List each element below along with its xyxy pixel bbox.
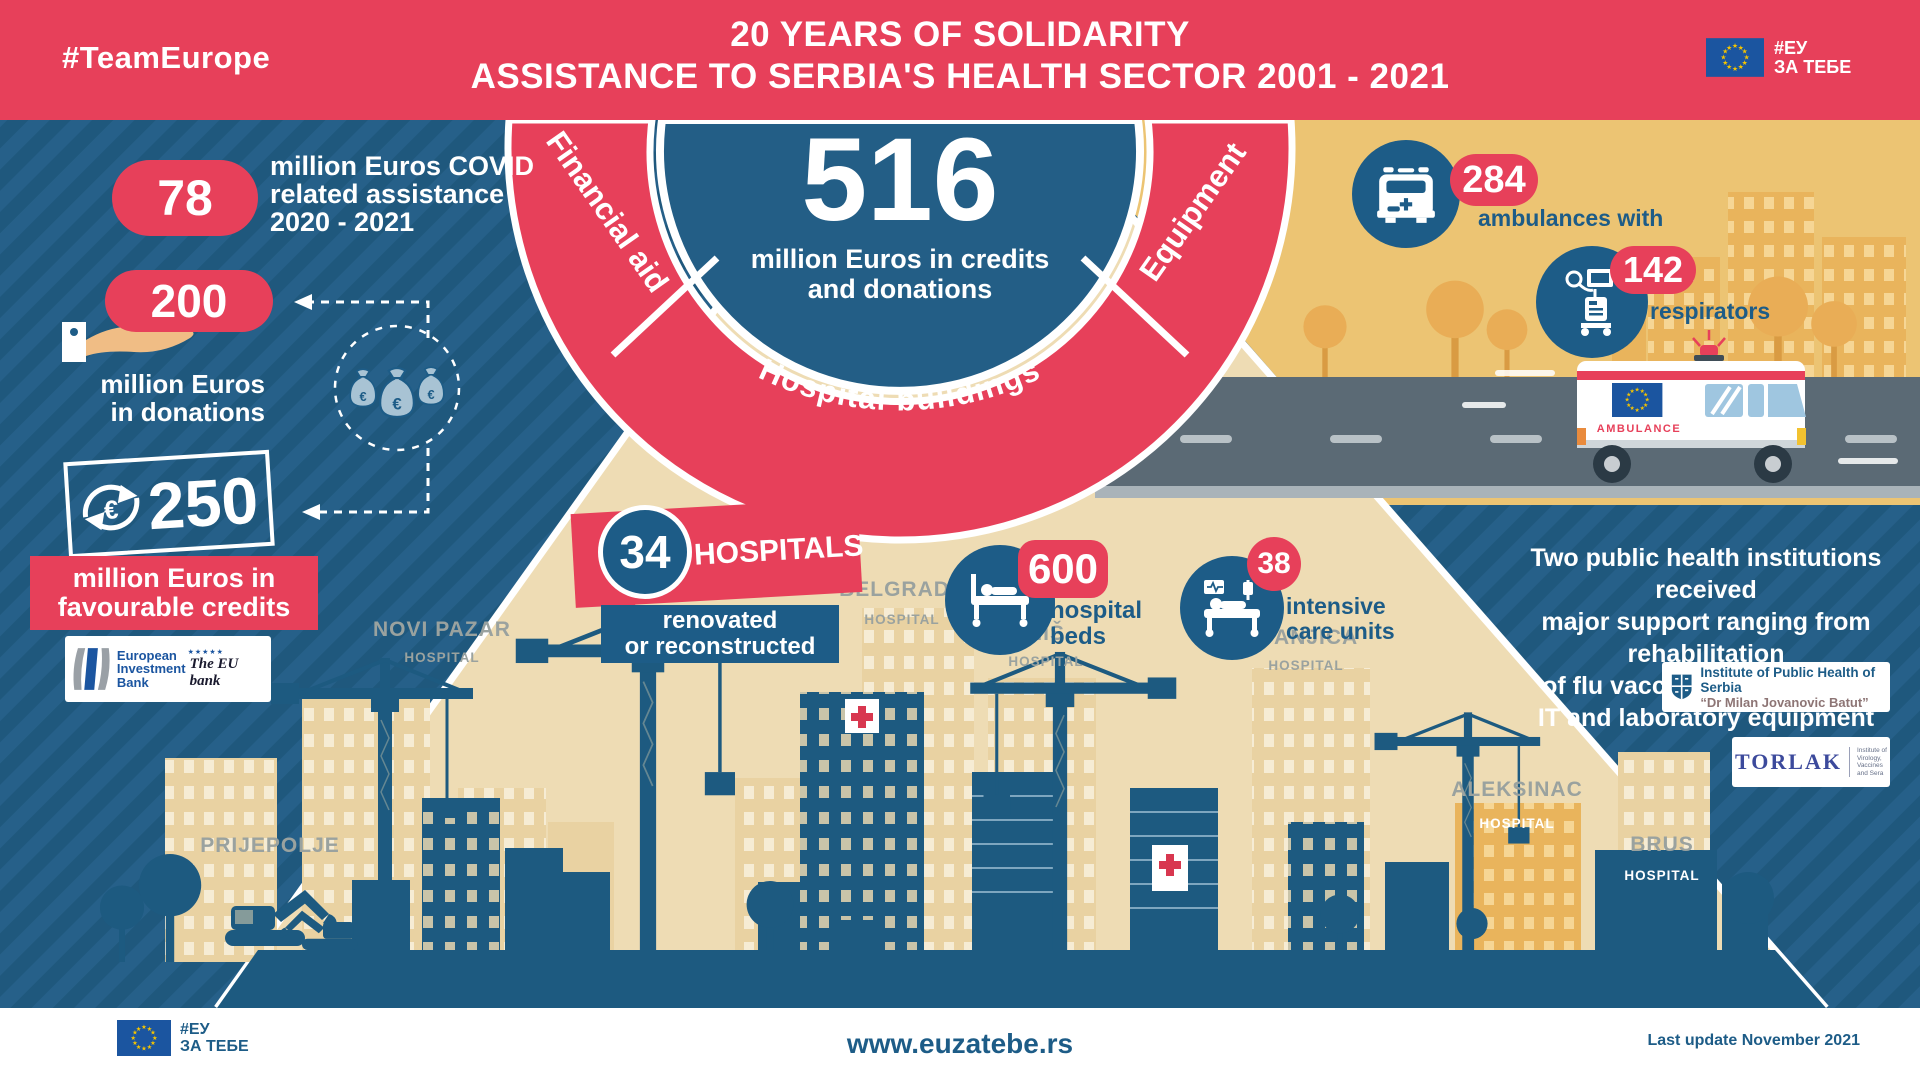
footer-eu-line1: #ЕУ xyxy=(180,1021,210,1038)
torlak-description: Institute of Virology, Vaccines and Sera xyxy=(1856,747,1887,777)
batut-name: Institute of Public Health of Serbia xyxy=(1700,664,1876,695)
total-subtitle: million Euros in credits and donations xyxy=(750,244,1050,304)
eu-flag-icon xyxy=(1706,38,1764,77)
credits-box: € 250 xyxy=(63,449,275,559)
ambulances-value: 284 xyxy=(1450,154,1538,206)
hospital-label-nis: HOSPITAL xyxy=(1008,654,1084,669)
donations-value: 200 xyxy=(105,270,273,332)
credits-text: million Euros in favourable credits xyxy=(30,556,318,630)
icu-label: intensive care units xyxy=(1286,593,1395,644)
torlak-institute-logo: TORLAK Institute of Virology, Vaccines a… xyxy=(1732,737,1890,787)
eib-tagline: The EU bank xyxy=(189,656,239,689)
hospital-label-brus: HOSPITAL xyxy=(1624,868,1700,883)
city-label-belgrade: BELGRADE xyxy=(839,578,965,601)
eib-logo: European Investment Bank ★★★★★ The EU ba… xyxy=(65,636,271,702)
torlak-name: TORLAK xyxy=(1735,749,1842,774)
batut-shield-icon xyxy=(1671,674,1692,700)
respirators-value: 142 xyxy=(1610,246,1696,294)
ambulance-front-icon xyxy=(1377,167,1435,223)
title-line1: 20 YEARS OF SOLIDARITY xyxy=(730,15,1190,54)
eu-badge-line2: ЗА ТЕБЕ xyxy=(1774,56,1852,77)
title-line2: ASSISTANCE TO SERBIA'S HEALTH SECTOR 200… xyxy=(470,57,1450,96)
svg-text:€: € xyxy=(103,494,119,525)
last-update: Last update November 2021 xyxy=(1647,1032,1860,1049)
excavator-icon xyxy=(225,890,337,946)
skyline xyxy=(99,608,1826,1008)
page-title: 20 YEARS OF SOLIDARITY ASSISTANCE TO SER… xyxy=(0,14,1920,98)
icu-value: 38 xyxy=(1247,537,1301,591)
footer-eu-line2: ЗА ТЕБЕ xyxy=(180,1038,249,1055)
icu-icon xyxy=(1204,580,1260,637)
city-label-aleksinac: ALEKSINAC xyxy=(1451,778,1583,801)
respirator-icon xyxy=(1565,269,1613,336)
hospital-label-belgrade: HOSPITAL xyxy=(864,612,940,627)
euro-cycle-icon: € xyxy=(82,484,140,531)
ambulance-circle xyxy=(1352,140,1460,248)
top-banner: #TeamEurope 20 YEARS OF SOLIDARITY ASSIS… xyxy=(0,0,1920,120)
hospital-building xyxy=(800,692,924,962)
ambulances-label: ambulances with xyxy=(1478,205,1664,231)
beds-label: hospital beds xyxy=(1050,597,1143,650)
footer-eu-flag-icon xyxy=(117,1020,171,1056)
credits-value: 250 xyxy=(146,463,260,544)
total-value: 516 xyxy=(801,114,999,246)
donations-text: million Euros in donations xyxy=(100,369,265,427)
beds-value: 600 xyxy=(1018,540,1108,598)
money-bags-icon xyxy=(333,324,461,452)
hospitals-value: 34 xyxy=(598,505,692,599)
covid-assistance-value: 78 xyxy=(112,160,258,236)
eu-badge-line1: #ЕУ xyxy=(1774,37,1808,58)
covid-assistance-text: million Euros COVID related assistance 2… xyxy=(270,151,535,237)
city-label-ivanjica: IVANJICA xyxy=(1253,626,1359,649)
batut-institute-logo: Institute of Public Health of Serbia “Dr… xyxy=(1662,662,1890,712)
batut-subname: “Dr Milan Jovanovic Batut” xyxy=(1700,694,1869,710)
excavator-icon-2 xyxy=(279,910,358,950)
hospital-label-aleksinac: HOSPITAL xyxy=(1479,816,1555,831)
ambulance-van-label: AMBULANCE xyxy=(1597,423,1681,435)
eib-name: European Investment Bank xyxy=(116,647,186,690)
solidarity-arc: Hospital buildings xyxy=(504,116,1296,544)
footer-eu-badge: #ЕУ ЗА ТЕБЕ xyxy=(117,1020,249,1056)
torlak-divider xyxy=(1848,747,1850,777)
eu-za-tebe-badge: #ЕУ ЗА ТЕБЕ xyxy=(1706,38,1851,77)
city-label-brus: BRUS xyxy=(1630,833,1694,856)
eib-stars: ★★★★★ xyxy=(187,649,224,656)
team-europe-hashtag: #TeamEurope xyxy=(62,40,271,75)
hospital-label-ivanjica: HOSPITAL xyxy=(1268,658,1344,673)
eib-bars-icon xyxy=(73,648,110,690)
ambulance-illustration: AMBULANCE xyxy=(1577,330,1806,483)
website-link[interactable]: www.euzatebe.rs xyxy=(846,1028,1074,1059)
hand-icon xyxy=(62,322,194,362)
respirators-label: respirators xyxy=(1650,298,1771,324)
hospitals-subtitle: renovated or reconstructed xyxy=(601,605,839,663)
city-label-novi-pazar: NOVI PAZAR xyxy=(373,618,511,641)
dashed-arrow-to-credits xyxy=(302,448,430,520)
dashed-arrow-to-donations xyxy=(294,294,430,338)
footer-bar xyxy=(0,1008,1920,1080)
hospital-bed-icon xyxy=(971,574,1029,627)
city-label-prijepolje: PRIJEPOLJE xyxy=(200,834,340,857)
hospital-label-novi-pazar: HOSPITAL xyxy=(404,650,480,665)
